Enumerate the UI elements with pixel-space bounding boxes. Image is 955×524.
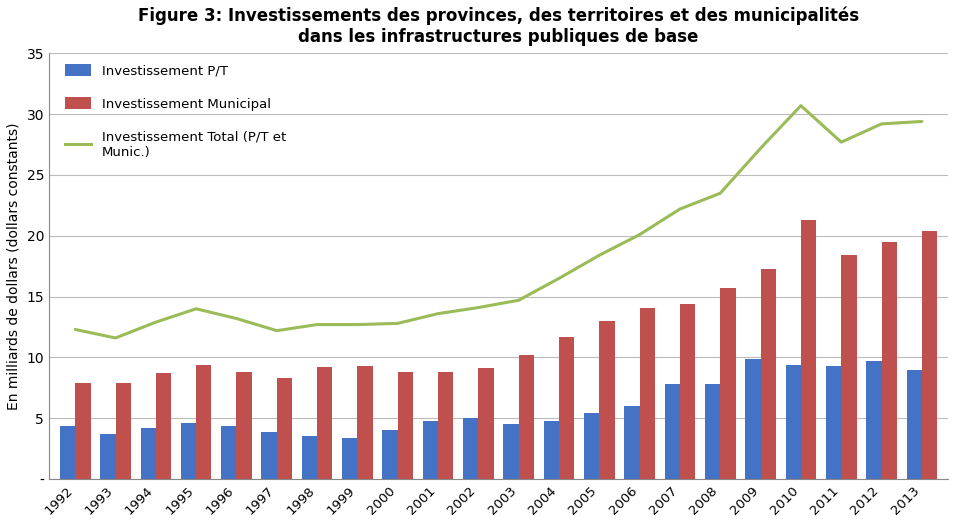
Bar	[881, 242, 897, 479]
Bar	[222, 425, 237, 479]
Bar	[826, 366, 841, 479]
Bar	[60, 425, 75, 479]
Bar	[801, 220, 817, 479]
Bar	[559, 337, 574, 479]
Bar	[922, 231, 937, 479]
Bar	[906, 369, 922, 479]
Bar	[75, 383, 91, 479]
Y-axis label: En milliards de dollars (dollars constants): En milliards de dollars (dollars constan…	[7, 123, 21, 410]
Bar	[237, 372, 252, 479]
Bar	[382, 430, 397, 479]
Bar	[463, 418, 478, 479]
Bar	[745, 358, 760, 479]
Bar	[277, 378, 292, 479]
Bar	[720, 288, 735, 479]
Legend: Investissement P/T, Investissement Municipal, Investissement Total (P/T et
Munic: Investissement P/T, Investissement Munic…	[65, 64, 286, 159]
Bar	[705, 384, 720, 479]
Bar	[140, 428, 156, 479]
Bar	[317, 367, 332, 479]
Bar	[342, 438, 357, 479]
Bar	[665, 384, 680, 479]
Bar	[680, 304, 695, 479]
Bar	[478, 368, 494, 479]
Bar	[640, 308, 655, 479]
Bar	[760, 269, 775, 479]
Bar	[196, 365, 211, 479]
Bar	[423, 421, 438, 479]
Bar	[841, 255, 857, 479]
Bar	[519, 355, 534, 479]
Bar	[786, 365, 801, 479]
Bar	[438, 372, 454, 479]
Bar	[543, 421, 559, 479]
Bar	[262, 432, 277, 479]
Bar	[600, 321, 615, 479]
Bar	[625, 406, 640, 479]
Bar	[116, 383, 131, 479]
Bar	[302, 436, 317, 479]
Bar	[180, 423, 196, 479]
Bar	[100, 434, 116, 479]
Bar	[503, 424, 519, 479]
Bar	[357, 366, 372, 479]
Title: Figure 3: Investissements des provinces, des territoires et des municipalités
da: Figure 3: Investissements des provinces,…	[138, 7, 860, 46]
Bar	[866, 361, 881, 479]
Bar	[156, 373, 171, 479]
Bar	[397, 372, 414, 479]
Bar	[584, 413, 600, 479]
